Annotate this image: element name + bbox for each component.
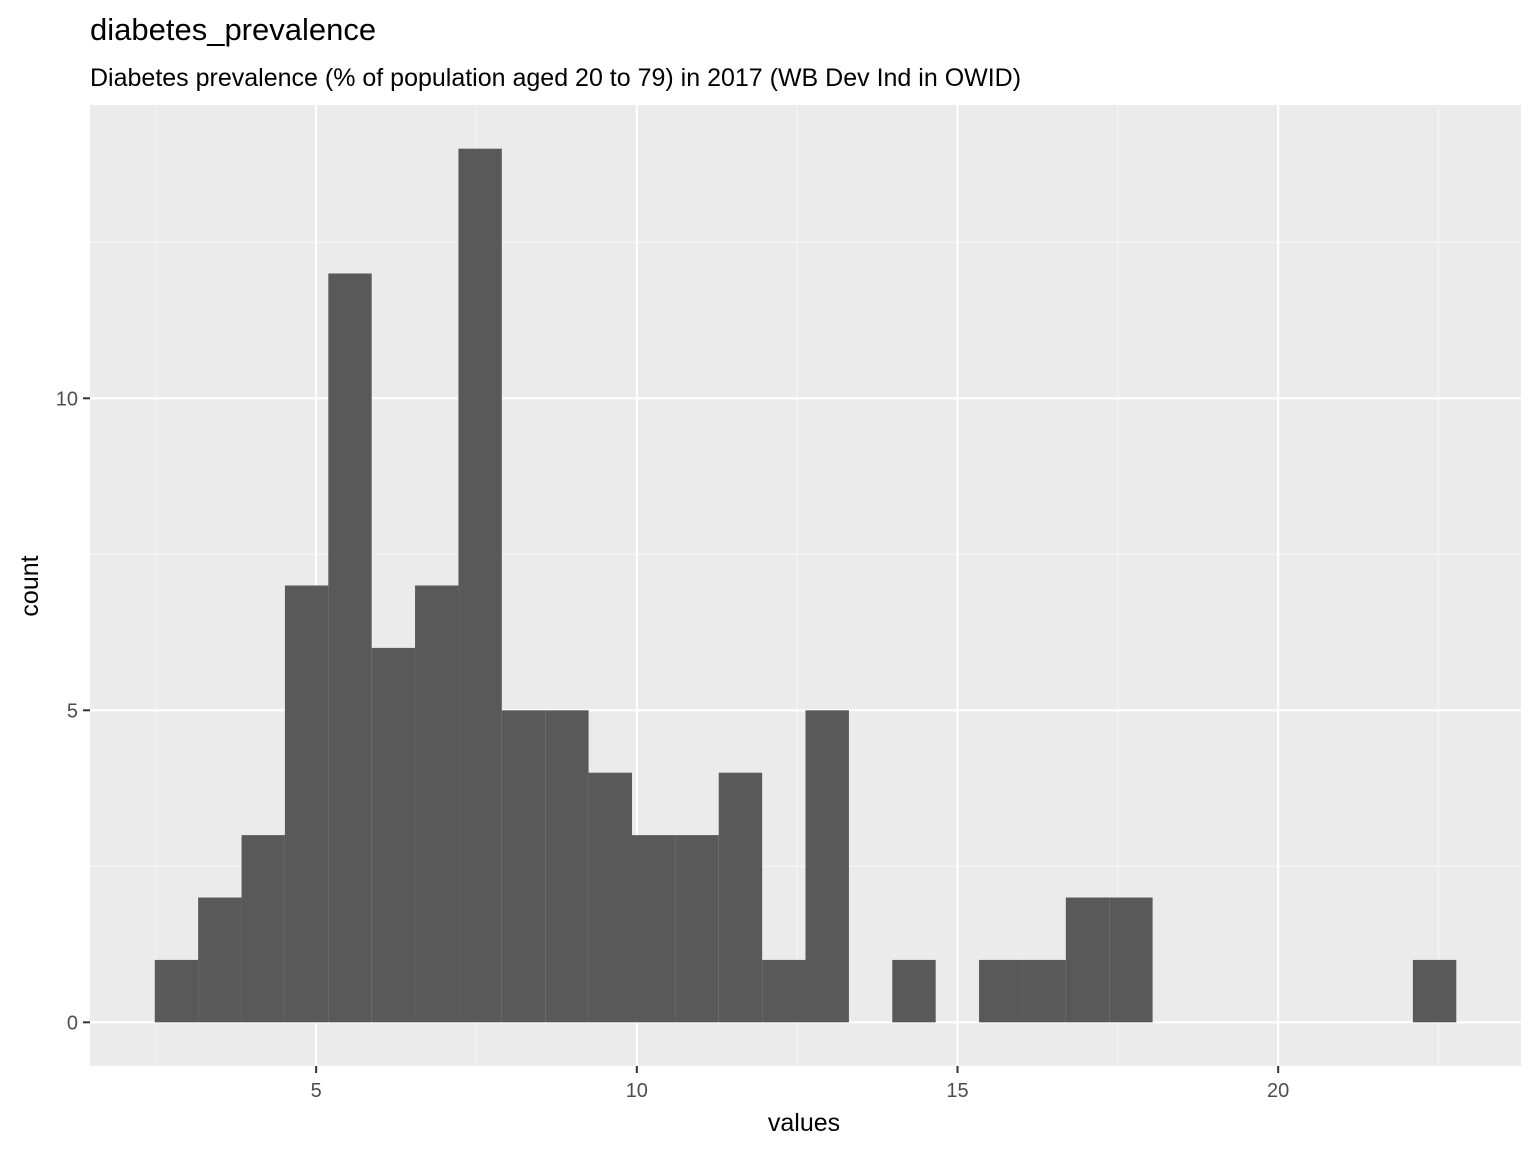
y-axis: 0 5 10	[56, 388, 90, 1034]
histogram-bar	[415, 585, 459, 1023]
y-tick-label: 10	[56, 388, 78, 410]
y-tick-label: 0	[67, 1012, 78, 1034]
histogram-bar	[805, 710, 849, 1023]
histogram-bar	[154, 959, 199, 1023]
histogram-bar	[632, 835, 676, 1023]
histogram-bar	[328, 273, 372, 1023]
chart-title: diabetes_prevalence	[90, 12, 376, 47]
histogram-bar	[371, 647, 416, 1023]
histogram-bar	[1022, 959, 1066, 1023]
x-tick-label: 10	[626, 1080, 648, 1102]
histogram-bar	[1065, 897, 1110, 1023]
y-tick-label: 5	[67, 700, 78, 722]
x-axis-title: values	[768, 1109, 840, 1137]
histogram-bar	[762, 959, 806, 1023]
y-axis-title: count	[16, 555, 44, 616]
x-axis: 5 10 15 20	[311, 1066, 1289, 1102]
x-tick-label: 5	[311, 1080, 322, 1102]
histogram-bar	[545, 710, 589, 1023]
histogram-bar	[198, 897, 242, 1023]
histogram-bar	[718, 772, 763, 1023]
histogram-bars	[154, 148, 1457, 1023]
histogram-bar	[979, 959, 1023, 1023]
histogram-bar	[1109, 897, 1153, 1023]
histogram-bar	[284, 585, 329, 1023]
x-tick-label: 15	[946, 1080, 968, 1102]
histogram-bar	[1412, 959, 1457, 1023]
histogram-bar	[241, 835, 285, 1023]
histogram-bar	[501, 710, 546, 1023]
x-tick-label: 20	[1267, 1080, 1289, 1102]
chart-subtitle: Diabetes prevalence (% of population age…	[90, 64, 1021, 92]
histogram-bar	[675, 835, 719, 1023]
histogram-bar	[892, 959, 936, 1023]
histogram-bar	[588, 772, 633, 1023]
histogram-bar	[458, 148, 502, 1023]
